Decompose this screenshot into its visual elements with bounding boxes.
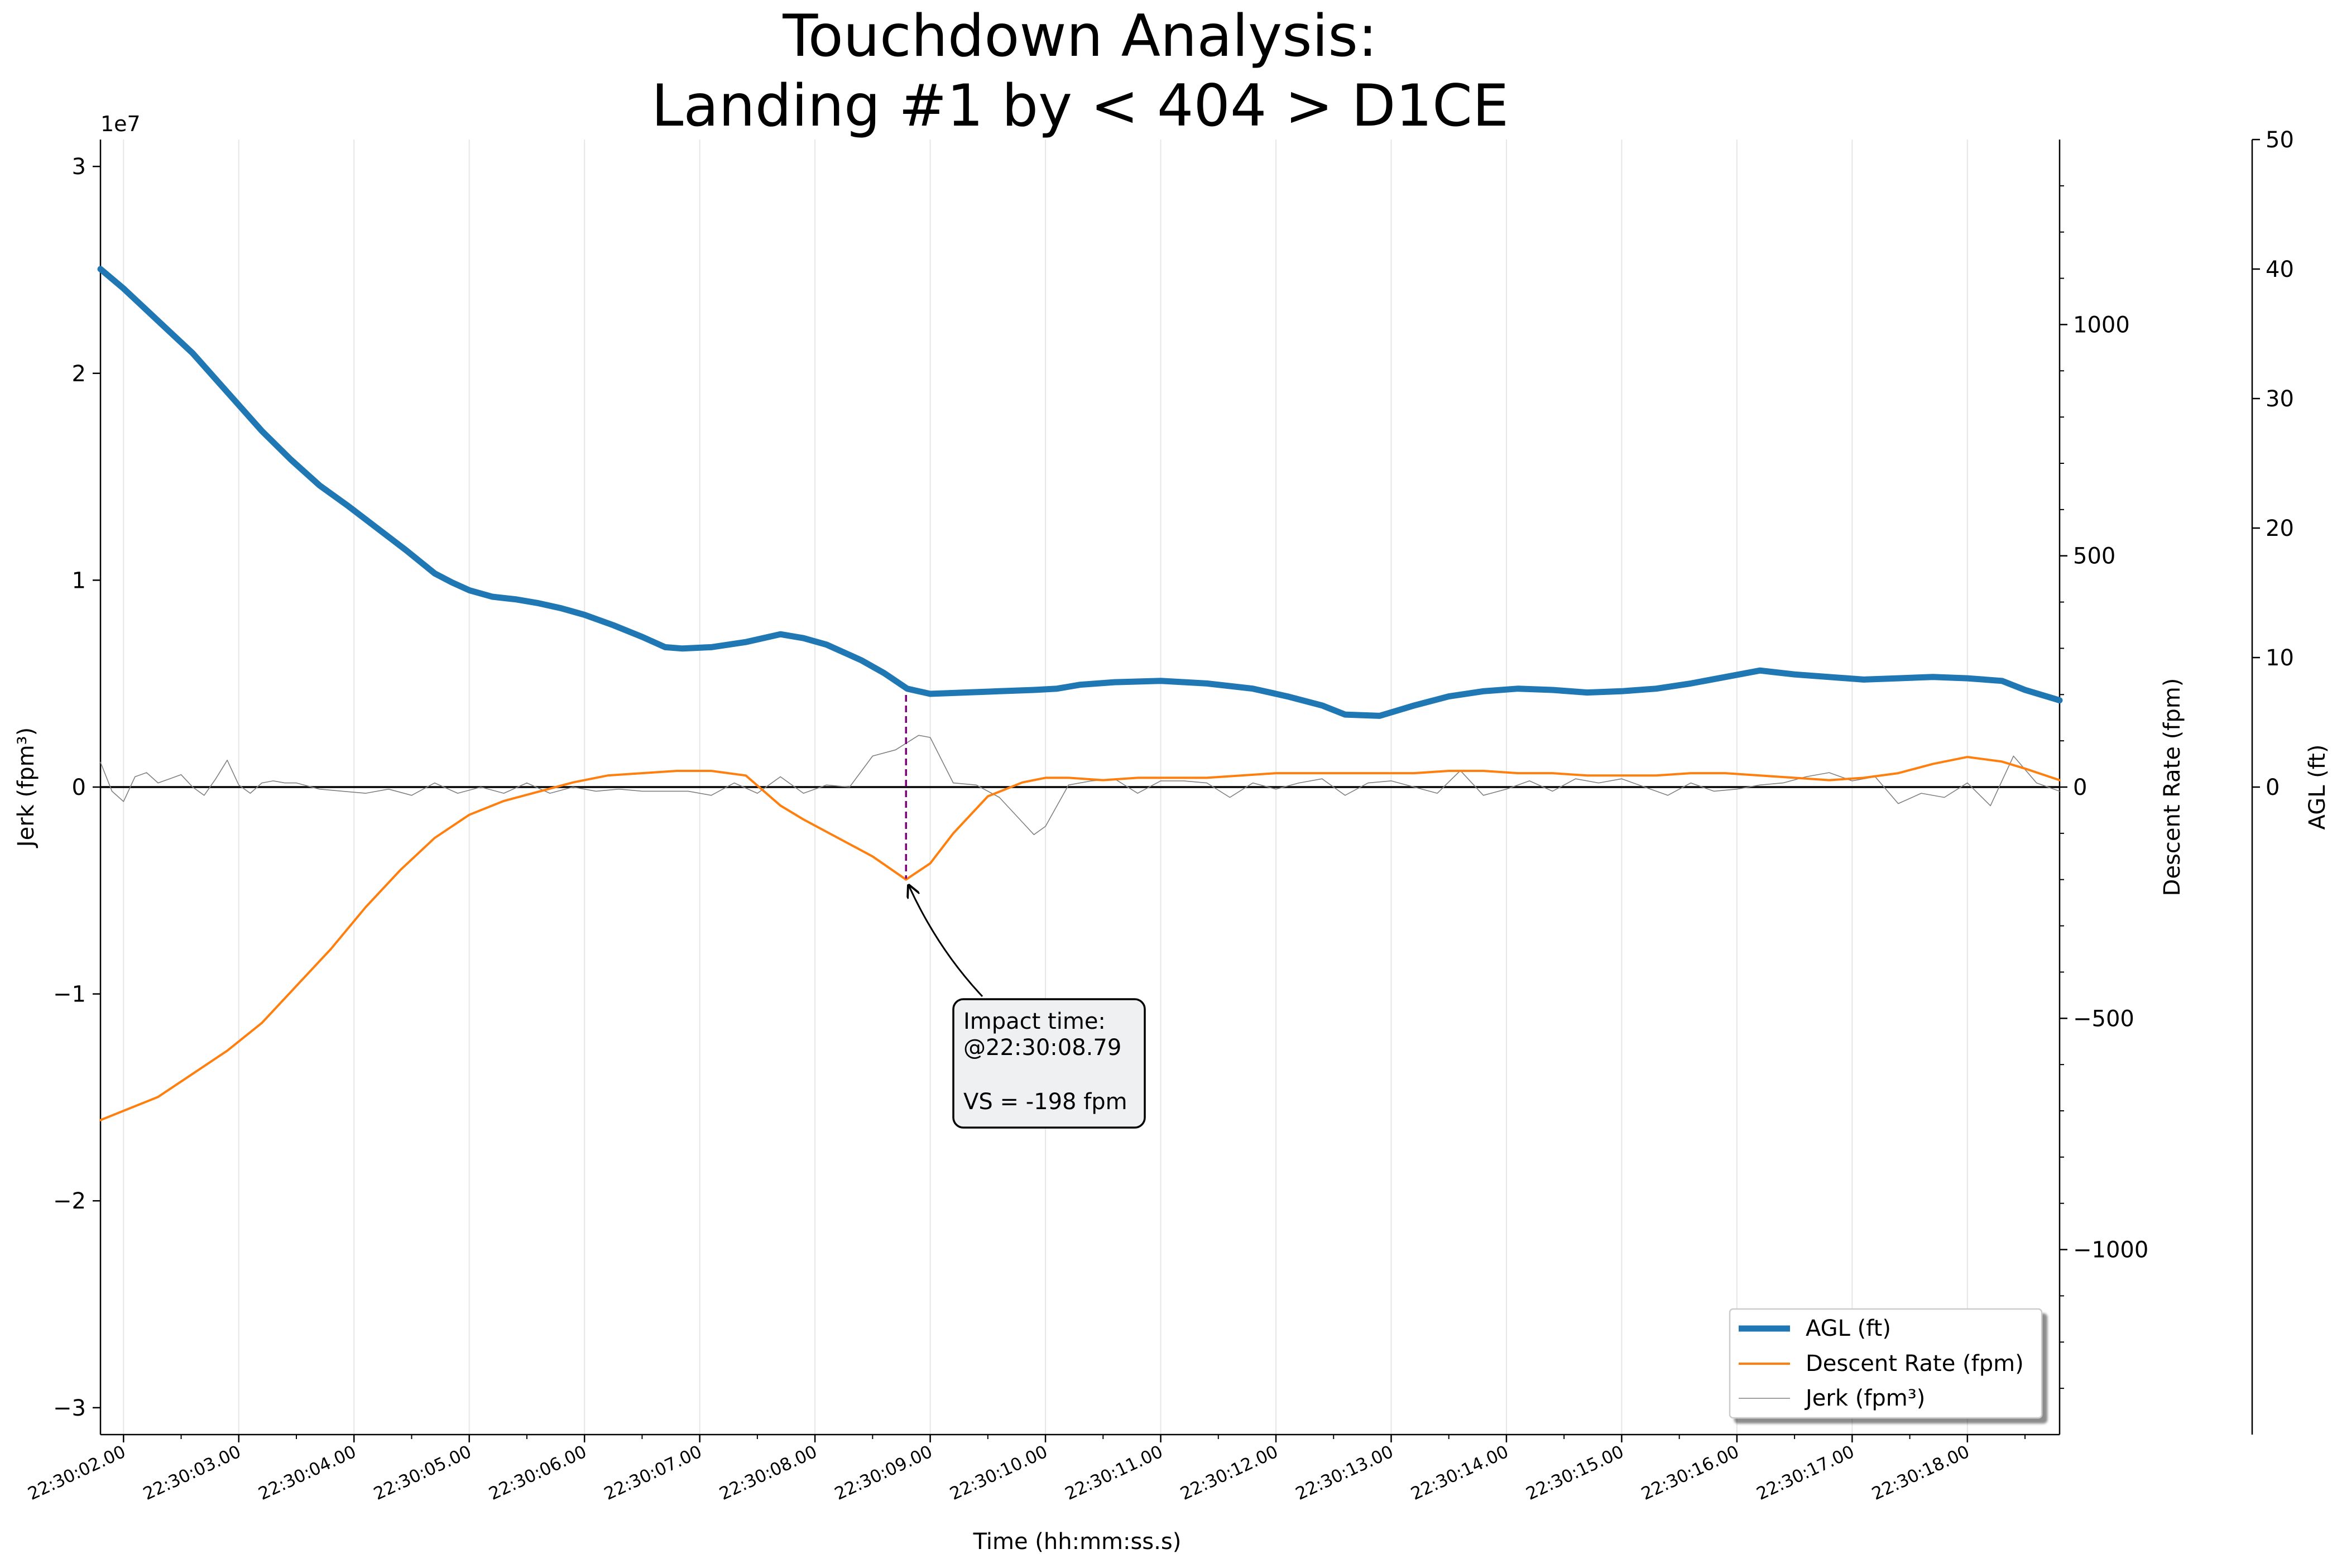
y-axis-label-agl: AGL (ft) [2305, 745, 2330, 830]
axes: 22:30:02.00 22:30:03.00 22:30:04.00 22:30:0… [25, 127, 2294, 1504]
x-tick-label: 22:30:05.00 [371, 1442, 474, 1504]
x-tick-label: 22:30:12.00 [1177, 1442, 1281, 1504]
y-descent-tick-label: −500 [2073, 1006, 2134, 1032]
y-agl-tick-label: 50 [2266, 127, 2294, 153]
x-tick-label: 22:30:14.00 [1408, 1442, 1511, 1504]
y-left-tick-label: −1 [53, 982, 86, 1008]
legend-label-jerk: Jerk (fpm³) [1804, 1385, 1925, 1411]
y-left-tick-label: −3 [53, 1396, 86, 1421]
x-tick-label: 22:30:08.00 [716, 1442, 820, 1504]
x-tick-label: 22:30:04.00 [256, 1442, 359, 1504]
y-left-tick-label: −2 [53, 1188, 86, 1214]
y-agl-tick-label: 30 [2266, 386, 2294, 412]
x-tick-label: 22:30:15.00 [1523, 1442, 1627, 1504]
impact-box [952, 998, 1146, 1129]
series-line-jerk [100, 735, 2060, 835]
x-tick-label: 22:30:03.00 [140, 1442, 244, 1504]
x-tick-label: 22:30:09.00 [832, 1442, 935, 1504]
x-tick-label: 22:30:07.00 [601, 1442, 705, 1504]
x-tick-label: 22:30:02.00 [25, 1442, 129, 1504]
x-tick-label: 22:30:06.00 [486, 1442, 589, 1504]
y-descent-tick-label: 0 [2073, 775, 2087, 800]
y-agl-tick-label: 40 [2266, 257, 2294, 282]
y-descent-tick-label: 1000 [2073, 312, 2130, 338]
impact-arrow [909, 885, 983, 998]
chart-title-line1: Touchdown Analysis: [782, 3, 1377, 70]
impact-vs-value: VS = -198 fpm [963, 1089, 1127, 1115]
y-left-tick-label: 1 [72, 568, 86, 593]
impact-annotation: Impact time: @22:30:08.79 VS = -198 fpm [905, 695, 1146, 1129]
series-layer [97, 266, 2063, 1121]
x-tick-label: 22:30:11.00 [1062, 1442, 1166, 1504]
y-axis-label-left: Jerk (fpm³) [13, 727, 39, 848]
x-tick-label: 22:30:17.00 [1754, 1442, 1858, 1504]
x-tick-label: 22:30:18.00 [1869, 1442, 1973, 1504]
impact-time-label: Impact time: [963, 1009, 1106, 1034]
left-axis-offset-label: 1e7 [100, 112, 141, 136]
impact-time-value: @22:30:08.79 [963, 1035, 1121, 1061]
legend-label-agl: AGL (ft) [1806, 1316, 1891, 1341]
y-agl-tick-label: 20 [2266, 516, 2294, 541]
y-descent-tick-label: 500 [2073, 544, 2115, 569]
y-left-tick-label: 2 [72, 361, 86, 387]
y-agl-tick-label: 0 [2266, 775, 2280, 800]
y-left-tick-label: 3 [72, 154, 86, 180]
x-axis-label: Time (hh:mm:ss.s) [973, 1529, 1182, 1555]
legend-label-descent: Descent Rate (fpm) [1806, 1351, 2024, 1377]
series-line-agl [97, 266, 2063, 719]
x-tick-label: 22:30:16.00 [1638, 1442, 1742, 1504]
chart-title-line2: Landing #1 by < 404 > D1CE [651, 73, 1509, 140]
y-left-tick-label: 0 [72, 775, 86, 800]
legend [1729, 1308, 2043, 1419]
x-tick-label: 22:30:10.00 [947, 1442, 1050, 1504]
legend-items: AGL (ft) Descent Rate (fpm) Jerk (fpm³) [1739, 1316, 2024, 1411]
x-tick-label: 22:30:13.00 [1293, 1442, 1397, 1504]
series-line-descent-rate [99, 756, 2061, 1121]
y-agl-tick-label: 10 [2266, 645, 2294, 671]
y-descent-tick-label: −1000 [2073, 1238, 2148, 1263]
y-axis-label-descent: Descent Rate (fpm) [2160, 678, 2185, 896]
